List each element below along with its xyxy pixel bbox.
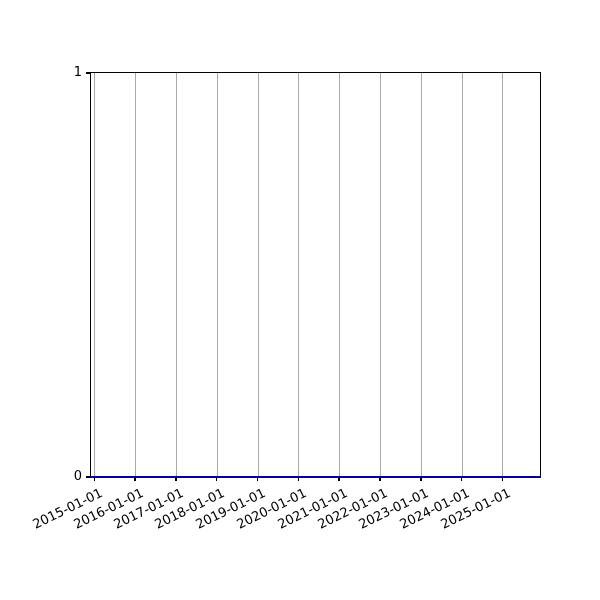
gridline-vertical bbox=[257, 73, 259, 477]
x-tick-mark bbox=[501, 477, 504, 481]
plot-area bbox=[90, 72, 541, 478]
x-tick-mark bbox=[338, 477, 340, 481]
gridline-vertical bbox=[379, 73, 381, 477]
y-tick-mark bbox=[86, 476, 90, 478]
y-tick-label: 1 bbox=[73, 65, 82, 80]
gridline-vertical bbox=[216, 73, 218, 477]
x-tick-mark bbox=[256, 477, 259, 481]
x-tick-mark bbox=[420, 477, 422, 481]
y-tick-label: 0 bbox=[73, 469, 82, 484]
x-tick-mark bbox=[379, 477, 381, 481]
gridline-vertical bbox=[339, 73, 341, 477]
gridline-vertical bbox=[461, 73, 463, 477]
gridline-vertical bbox=[175, 73, 177, 477]
gridline-vertical bbox=[420, 73, 422, 477]
x-tick-mark bbox=[460, 477, 463, 481]
series-line-flat-zero-series bbox=[90, 475, 541, 479]
x-tick-mark bbox=[297, 477, 300, 481]
x-tick-mark bbox=[134, 477, 136, 481]
gridline-vertical bbox=[298, 73, 300, 477]
gridline-vertical bbox=[502, 73, 504, 477]
gridline-vertical bbox=[135, 73, 137, 477]
x-tick-mark bbox=[93, 477, 95, 481]
x-tick-mark bbox=[175, 477, 177, 481]
gridline-vertical bbox=[94, 73, 96, 477]
x-tick-mark bbox=[216, 477, 218, 481]
y-tick-mark bbox=[86, 72, 90, 74]
